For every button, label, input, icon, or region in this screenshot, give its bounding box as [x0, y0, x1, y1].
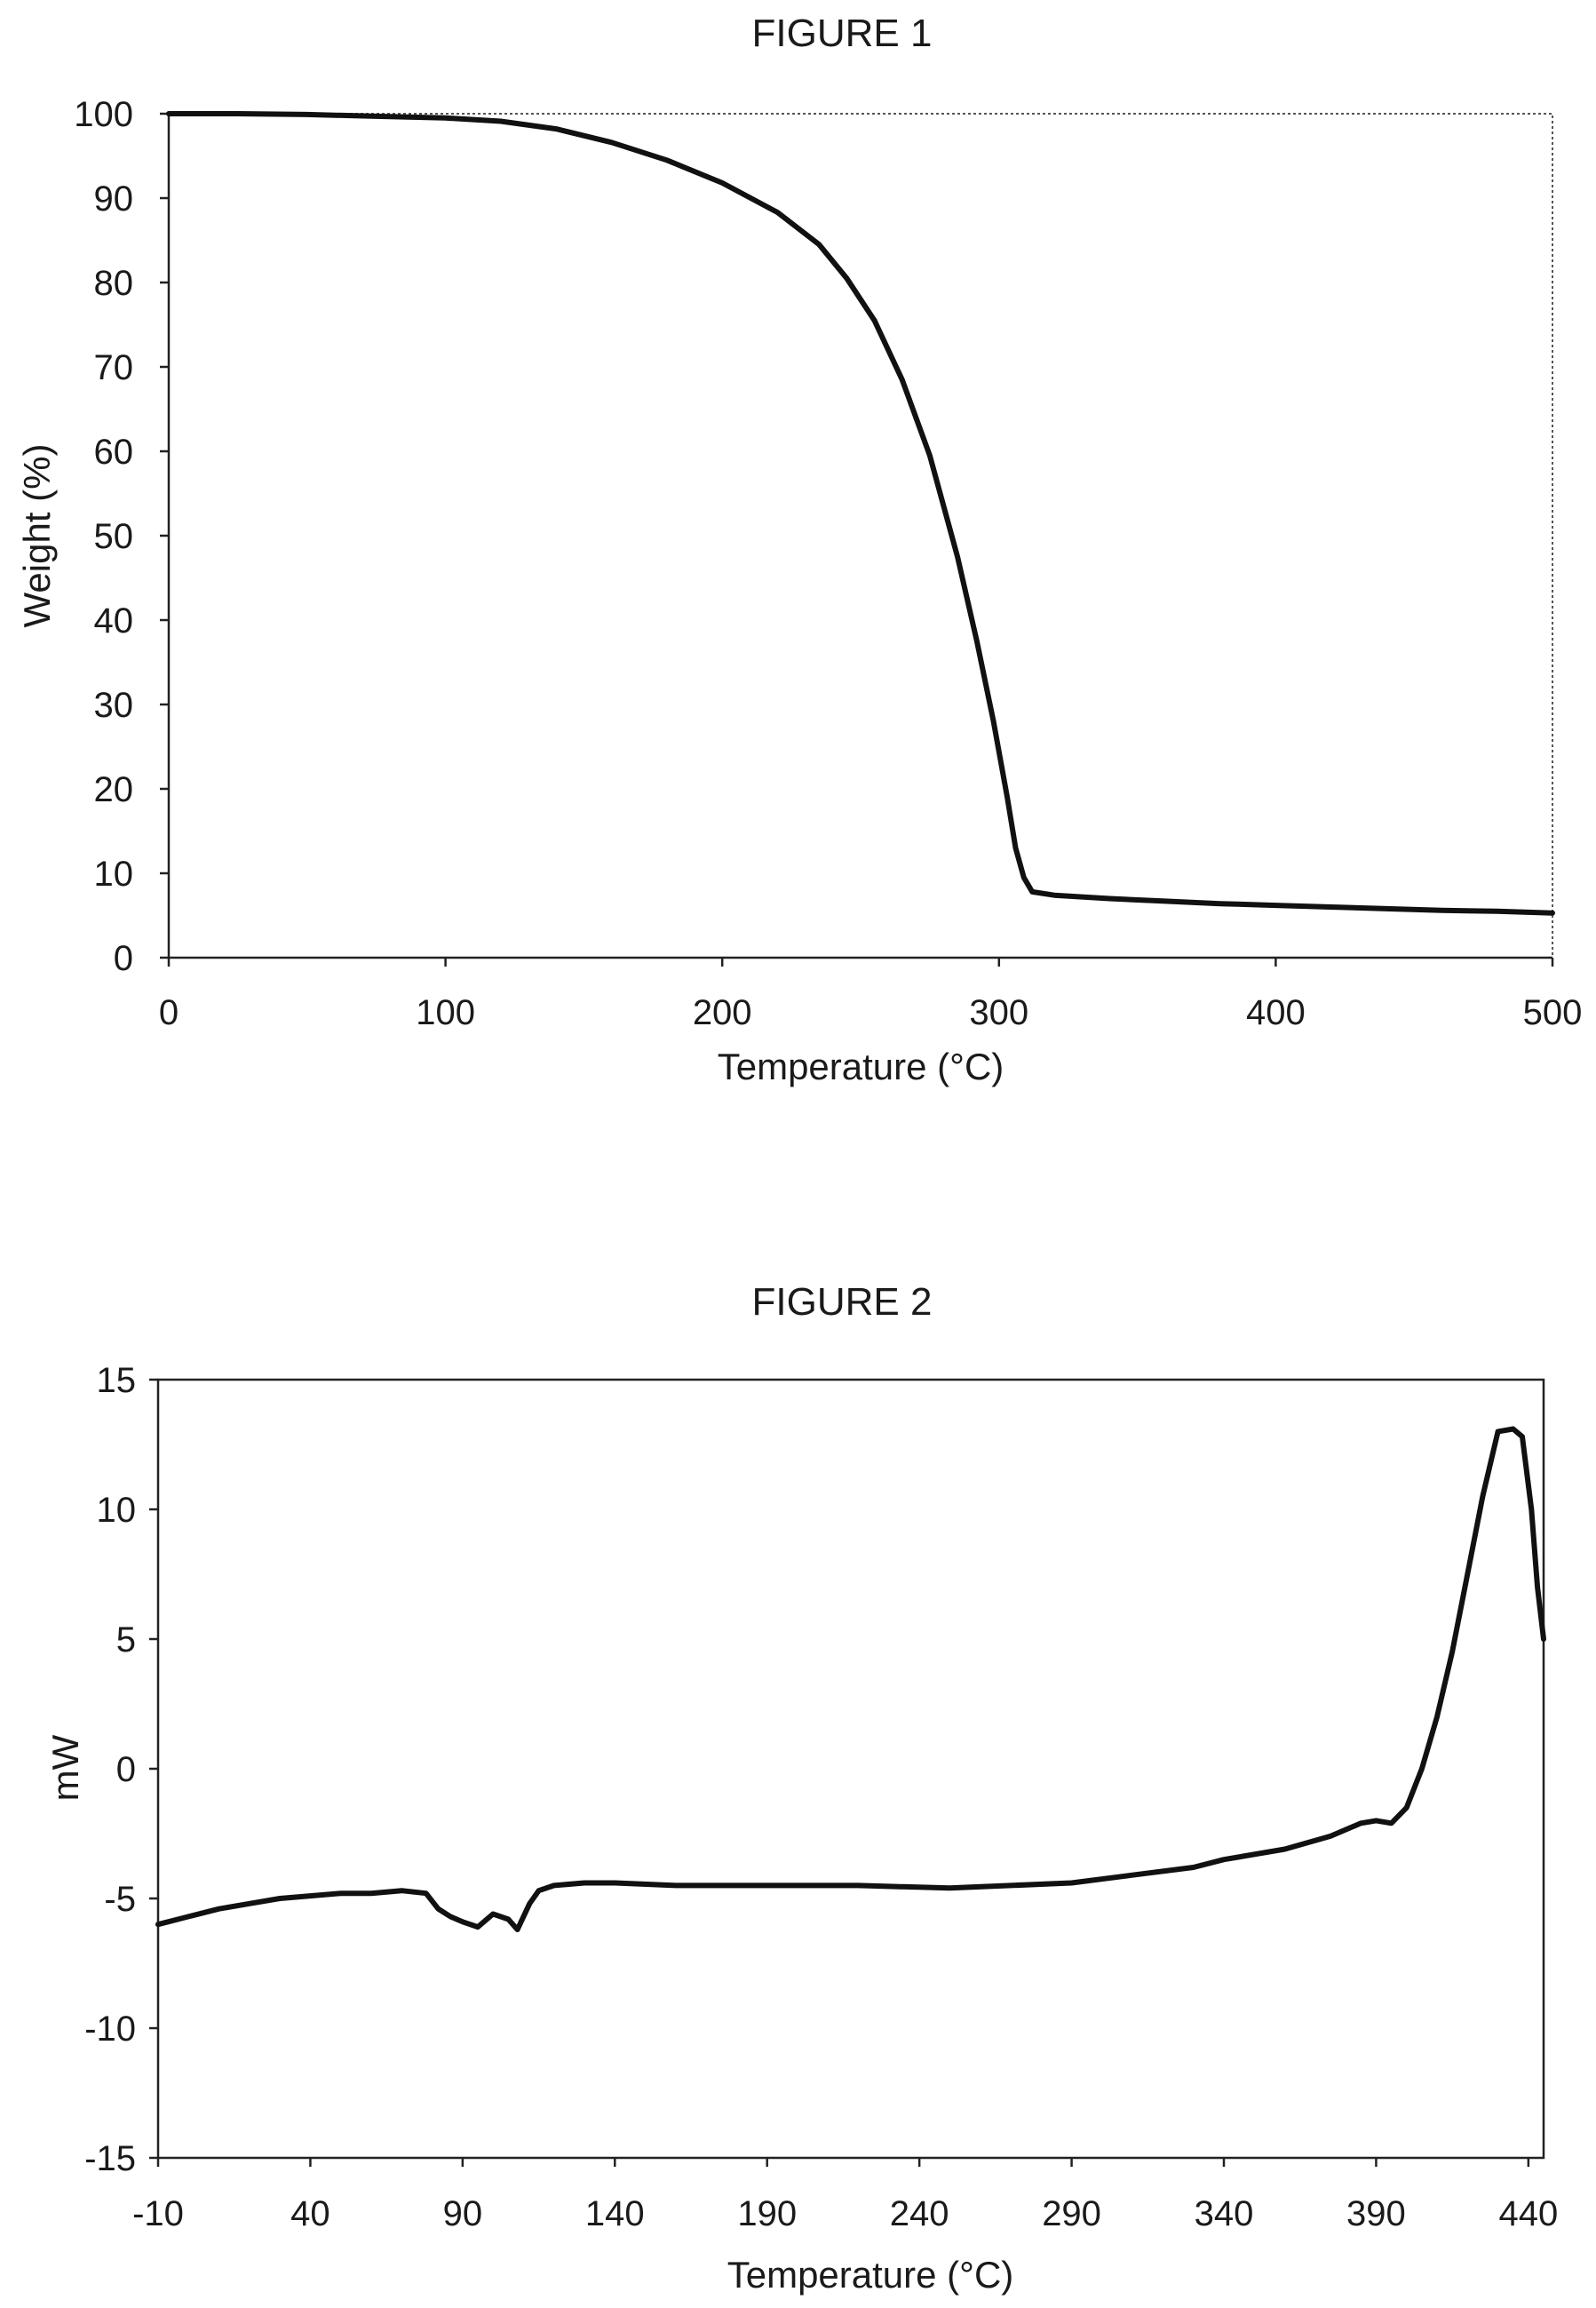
x-tick-label: 300	[969, 993, 1028, 1032]
x-ticks: -10 40 90 140 190 240 290 340 390 440	[132, 2158, 1558, 2233]
plot-area-frame	[168, 113, 1553, 959]
x-tick-label: 390	[1346, 2194, 1406, 2233]
y-tick-label: 10	[94, 855, 134, 894]
x-tick-label: 100	[416, 993, 475, 1032]
y-tick-label: -10	[84, 2010, 136, 2049]
x-ticks: 0 100 200 300 400 500	[159, 958, 1583, 1032]
y-ticks: -15 -10 -5 0 5 10 15	[84, 1361, 158, 2178]
chart-title: FIGURE 2	[752, 1280, 933, 1324]
x-tick-label: -10	[132, 2194, 184, 2233]
y-axis-label: mW	[44, 1734, 86, 1801]
x-tick-label: 140	[585, 2194, 645, 2233]
y-tick-label: -5	[104, 1880, 136, 1919]
x-tick-label: 400	[1246, 993, 1306, 1032]
series-line-weight	[166, 111, 1555, 916]
chart-figure-1: FIGURE 1 0 10 20 30 40 50 60 70 80 90 10…	[16, 12, 1582, 1087]
y-tick-label: 10	[97, 1491, 137, 1530]
x-tick-label: 440	[1498, 2194, 1558, 2233]
y-tick-label: -15	[84, 2139, 136, 2178]
y-axis-label: Weight (%)	[16, 444, 58, 628]
y-tick-label: 60	[94, 433, 134, 472]
y-tick-label: 15	[97, 1361, 137, 1400]
y-tick-label: 90	[94, 179, 134, 219]
x-tick-label: 90	[443, 2194, 483, 2233]
chart-figure-2: FIGURE 2 -15 -10 -5 0 5 10 15 -10 40 90 …	[44, 1280, 1558, 2296]
x-axis-label: Temperature (°C)	[718, 1046, 1004, 1087]
chart-title: FIGURE 1	[752, 12, 933, 55]
x-tick-label: 190	[737, 2194, 797, 2233]
y-tick-label: 30	[94, 686, 134, 725]
y-tick-label: 5	[116, 1620, 136, 1659]
x-tick-label: 340	[1195, 2194, 1254, 2233]
x-tick-label: 240	[890, 2194, 949, 2233]
y-tick-label: 50	[94, 517, 134, 556]
y-tick-label: 100	[74, 95, 133, 134]
x-tick-label: 200	[693, 993, 752, 1032]
series-line-heat-flow	[155, 1426, 1546, 1932]
y-tick-label: 20	[94, 770, 134, 809]
y-tick-label: 0	[116, 1750, 136, 1789]
x-tick-label: 290	[1042, 2194, 1101, 2233]
y-ticks: 0 10 20 30 40 50 60 70 80 90 100	[74, 95, 169, 978]
y-tick-label: 40	[94, 601, 134, 641]
x-axis-label: Temperature (°C)	[727, 2254, 1014, 2296]
y-tick-label: 0	[114, 939, 133, 978]
y-tick-label: 70	[94, 348, 134, 387]
x-tick-label: 40	[290, 2194, 330, 2233]
plot-area-frame	[156, 1378, 1545, 2160]
y-tick-label: 80	[94, 264, 134, 303]
x-tick-label: 500	[1523, 993, 1583, 1032]
x-tick-label: 0	[159, 993, 179, 1032]
